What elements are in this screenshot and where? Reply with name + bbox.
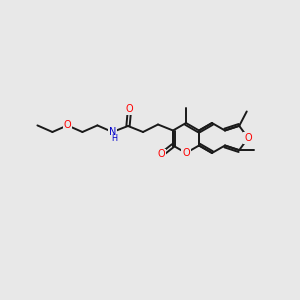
Text: O: O — [244, 133, 252, 143]
Text: O: O — [64, 120, 71, 130]
Text: O: O — [126, 104, 133, 115]
Text: O: O — [182, 148, 190, 158]
Text: N: N — [109, 127, 116, 137]
Text: O: O — [158, 149, 165, 160]
Text: H: H — [112, 134, 118, 143]
